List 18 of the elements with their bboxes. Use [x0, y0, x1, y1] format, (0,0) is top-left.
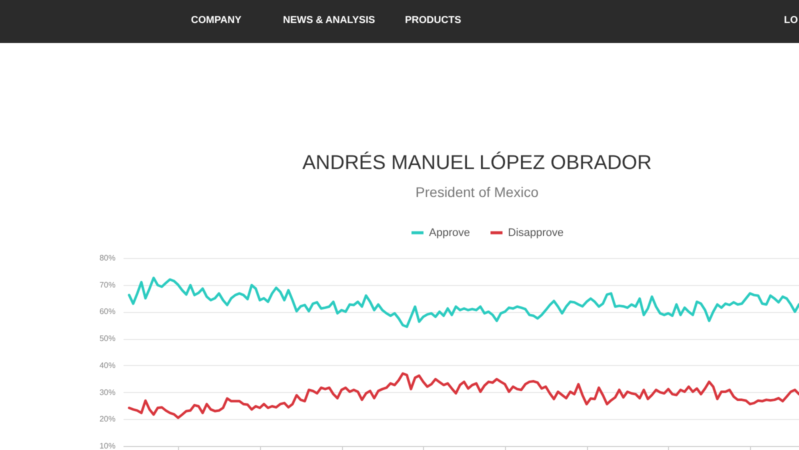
- y-tick-label: 70%: [99, 280, 116, 290]
- y-tick-label: 10%: [99, 442, 116, 450]
- line-series: [128, 372, 799, 420]
- y-tick-label: 20%: [99, 414, 116, 424]
- text: COMPANY: [191, 15, 242, 26]
- y-tick-label: 60%: [99, 307, 116, 316]
- text: PRODUCTS: [405, 15, 462, 26]
- text: NEWS & ANALYSIS: [283, 15, 376, 26]
- y-tick-label: 50%: [99, 334, 116, 344]
- legend-label: Approve: [429, 226, 470, 239]
- y-tick-label: 80%: [99, 254, 116, 262]
- text: LO: [784, 15, 798, 26]
- chart-title: ANDRÉS MANUEL LÓPEZ OBRADOR: [302, 151, 652, 174]
- line-series: [128, 276, 799, 328]
- chart-subtitle: President of Mexico: [416, 184, 539, 200]
- legend-label: Disapprove: [508, 226, 564, 239]
- y-tick-label: 30%: [99, 388, 116, 397]
- y-tick-label: 40%: [99, 360, 116, 370]
